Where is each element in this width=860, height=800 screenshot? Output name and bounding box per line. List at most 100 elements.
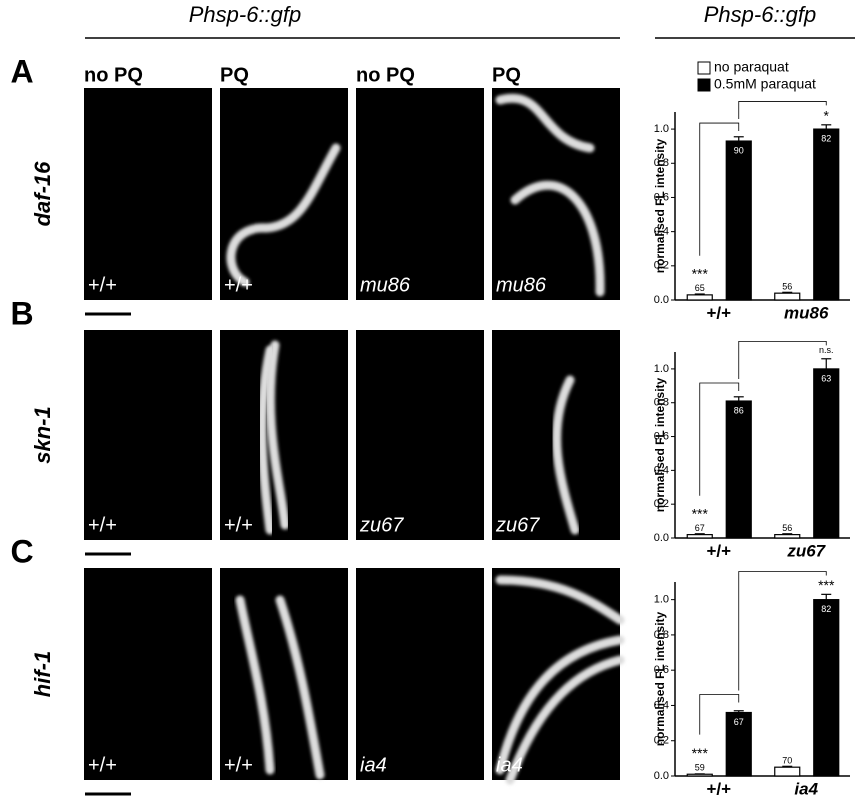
n-label: 70 bbox=[782, 756, 792, 766]
n-label: 56 bbox=[782, 523, 792, 533]
genotype-label: zu67 bbox=[359, 514, 404, 536]
significance: n.s. bbox=[819, 345, 834, 355]
column-label: PQ bbox=[492, 64, 521, 86]
genotype-label: +/+ bbox=[88, 514, 117, 536]
significance: *** bbox=[692, 745, 709, 761]
x-tick-label: +/+ bbox=[706, 303, 731, 322]
bar bbox=[725, 140, 752, 301]
n-label: 90 bbox=[734, 145, 744, 155]
y-tick-label: 1.0 bbox=[654, 123, 669, 135]
n-label: 67 bbox=[734, 717, 744, 727]
bar bbox=[774, 534, 801, 539]
micrograph bbox=[356, 88, 484, 300]
right-title: Phsp-6::gfp bbox=[704, 2, 817, 27]
column-label: no PQ bbox=[84, 64, 143, 86]
y-axis-label: normalised FL intensity bbox=[653, 138, 667, 273]
worm bbox=[510, 180, 605, 297]
bar bbox=[725, 711, 752, 777]
left-title: Phsp-6::gfp bbox=[189, 2, 302, 27]
n-label: 82 bbox=[821, 604, 831, 614]
gene-label: hif-1 bbox=[30, 651, 55, 697]
bracket bbox=[699, 122, 740, 256]
legend-swatch bbox=[697, 78, 711, 92]
y-tick-label: 0.2 bbox=[654, 498, 669, 510]
micrograph bbox=[84, 330, 212, 540]
bar bbox=[725, 400, 752, 539]
n-label: 67 bbox=[695, 523, 705, 533]
gene-label: skn-1 bbox=[30, 406, 55, 463]
gene-label: daf-16 bbox=[30, 161, 55, 227]
y-tick-label: 0.4 bbox=[654, 699, 669, 711]
genotype-label: +/+ bbox=[88, 754, 117, 776]
y-axis-label: normalised FL intensity bbox=[653, 611, 667, 746]
genotype-label: ia4 bbox=[496, 754, 523, 776]
y-tick-label: 0.4 bbox=[654, 464, 669, 476]
panel-letter: B bbox=[10, 295, 33, 331]
genotype-label: mu86 bbox=[496, 274, 547, 296]
significance: *** bbox=[692, 505, 709, 521]
bracket bbox=[699, 382, 740, 496]
y-tick-label: 0.2 bbox=[654, 260, 669, 272]
worm bbox=[505, 655, 625, 785]
genotype-label: +/+ bbox=[88, 274, 117, 296]
worm bbox=[257, 345, 275, 535]
worm bbox=[495, 575, 625, 625]
legend-label: 0.5mM paraquat bbox=[714, 76, 816, 92]
y-tick-label: 0.8 bbox=[654, 157, 669, 169]
n-label: 56 bbox=[782, 282, 792, 292]
y-tick-label: 0.6 bbox=[654, 191, 669, 203]
x-tick-label: mu86 bbox=[784, 303, 829, 322]
y-tick-label: 0.8 bbox=[654, 397, 669, 409]
significance: * bbox=[824, 108, 830, 124]
bar bbox=[686, 773, 713, 777]
y-tick-label: 0.0 bbox=[654, 294, 669, 306]
bar bbox=[686, 294, 713, 301]
genotype-label: +/+ bbox=[224, 514, 253, 536]
worm bbox=[552, 375, 580, 535]
micrograph bbox=[84, 88, 212, 300]
genotype-label: zu67 bbox=[495, 514, 540, 536]
y-axis-label: normalised FL intensity bbox=[653, 377, 667, 512]
bar bbox=[813, 599, 840, 777]
y-tick-label: 0.4 bbox=[654, 226, 669, 238]
worm bbox=[265, 340, 290, 530]
n-label: 63 bbox=[821, 373, 831, 383]
worm bbox=[235, 595, 275, 775]
y-tick-label: 0.0 bbox=[654, 770, 669, 782]
bar bbox=[774, 292, 801, 301]
bracket bbox=[738, 340, 827, 380]
bar bbox=[813, 368, 840, 539]
y-tick-label: 0.6 bbox=[654, 430, 669, 442]
genotype-label: ia4 bbox=[360, 754, 387, 776]
x-tick-label: +/+ bbox=[706, 541, 731, 560]
y-tick-label: 0.2 bbox=[654, 735, 669, 747]
bar bbox=[686, 534, 713, 539]
micrograph bbox=[356, 568, 484, 780]
bar bbox=[813, 128, 840, 301]
n-label: 82 bbox=[821, 133, 831, 143]
bracket bbox=[699, 694, 740, 735]
micrograph bbox=[356, 330, 484, 540]
worm bbox=[275, 595, 325, 780]
micrograph bbox=[84, 568, 212, 780]
bracket bbox=[738, 101, 827, 120]
y-tick-label: 1.0 bbox=[654, 363, 669, 375]
x-tick-label: ia4 bbox=[794, 779, 818, 798]
legend-label: no paraquat bbox=[714, 59, 789, 75]
worm bbox=[226, 143, 341, 287]
significance: *** bbox=[818, 577, 835, 593]
n-label: 59 bbox=[695, 763, 705, 773]
y-tick-label: 1.0 bbox=[654, 594, 669, 606]
genotype-label: +/+ bbox=[224, 754, 253, 776]
y-tick-label: 0.6 bbox=[654, 664, 669, 676]
significance: *** bbox=[692, 266, 709, 282]
n-label: 65 bbox=[695, 283, 705, 293]
worm bbox=[495, 635, 625, 775]
y-tick-label: 0.8 bbox=[654, 629, 669, 641]
x-tick-label: zu67 bbox=[786, 541, 826, 560]
worm bbox=[495, 93, 595, 153]
bracket bbox=[738, 571, 827, 691]
genotype-label: mu86 bbox=[360, 274, 411, 296]
bar bbox=[774, 766, 801, 777]
